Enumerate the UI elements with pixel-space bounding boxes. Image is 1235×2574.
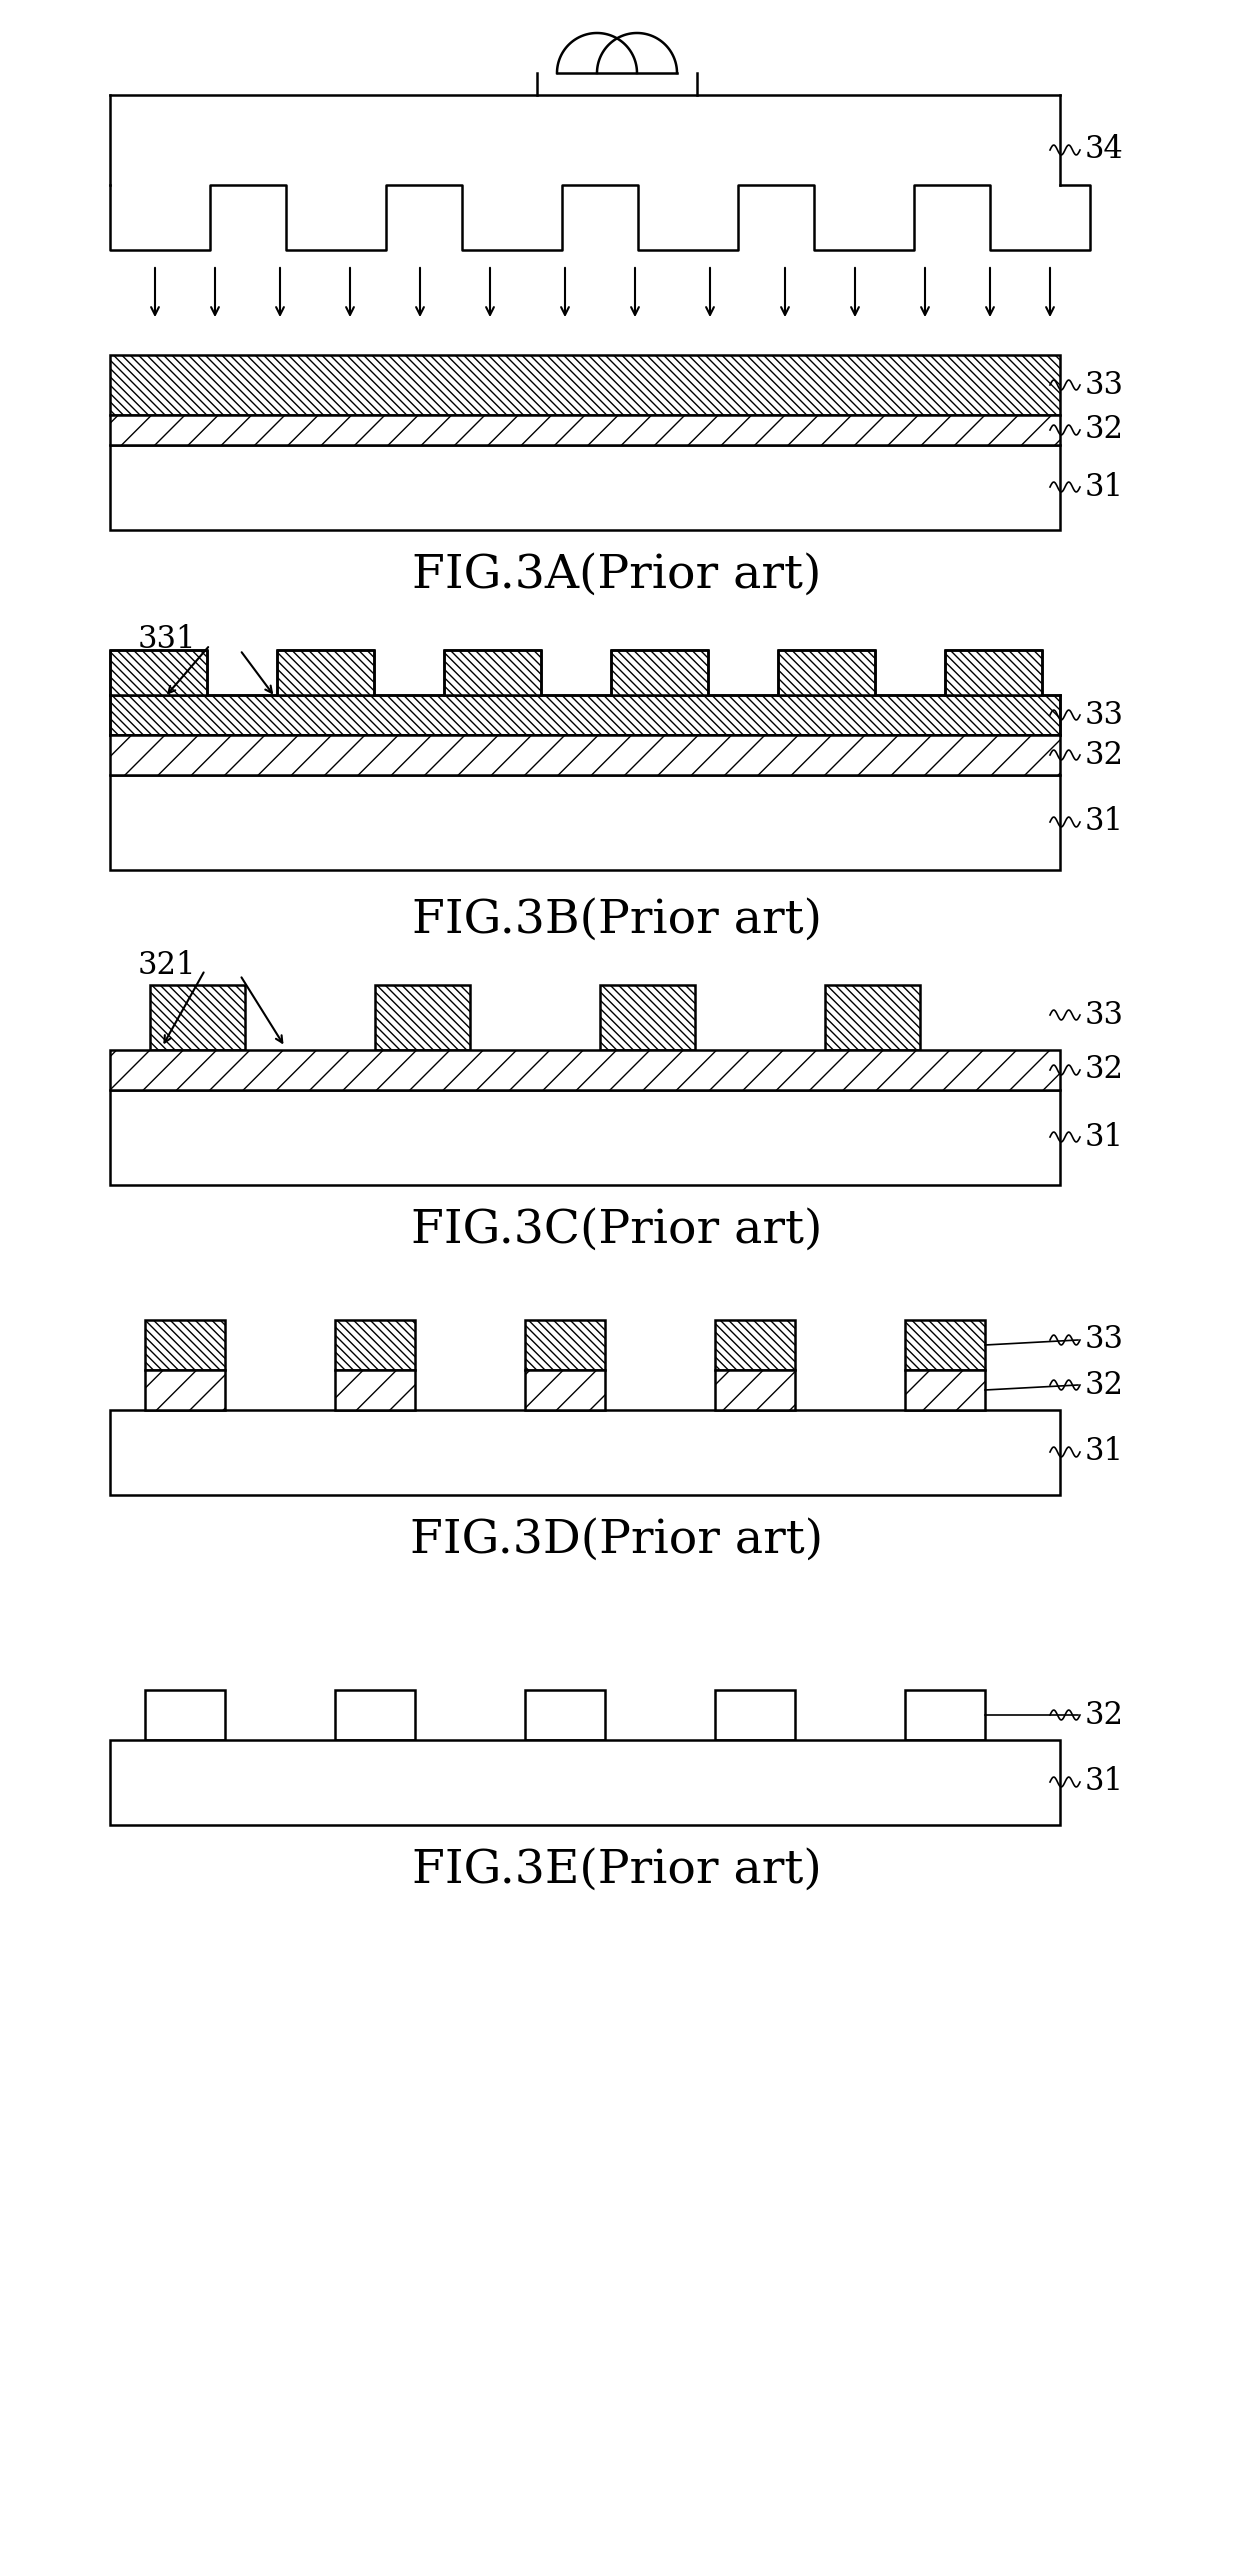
Bar [525, 1369, 605, 1411]
Bar [825, 986, 920, 1050]
Text: FIG.3C(Prior art): FIG.3C(Prior art) [411, 1207, 823, 1254]
Text: 32: 32 [1086, 1699, 1124, 1730]
Bar [110, 1740, 1060, 1825]
Bar [110, 414, 1060, 445]
Bar [525, 1320, 605, 1369]
Bar [110, 355, 1060, 414]
Bar [110, 445, 1060, 530]
Bar [375, 986, 471, 1050]
Text: 34: 34 [1086, 134, 1124, 165]
Text: FIG.3D(Prior art): FIG.3D(Prior art) [410, 1516, 824, 1562]
Bar [110, 695, 1060, 736]
Text: 31: 31 [1086, 806, 1124, 837]
Bar [110, 1089, 1060, 1184]
Text: FIG.3E(Prior art): FIG.3E(Prior art) [412, 1848, 821, 1892]
Text: 31: 31 [1086, 1436, 1124, 1467]
Text: 33: 33 [1086, 1326, 1124, 1356]
Bar [715, 1691, 795, 1740]
Bar [945, 651, 1042, 695]
Bar [277, 651, 374, 695]
Bar [611, 651, 708, 695]
Text: 31: 31 [1086, 471, 1124, 502]
Text: 32: 32 [1086, 414, 1124, 445]
Bar [445, 651, 541, 695]
Bar [715, 1320, 795, 1369]
Bar [110, 736, 1060, 775]
Bar [335, 1320, 415, 1369]
Bar [905, 1320, 986, 1369]
Text: 321: 321 [138, 950, 196, 981]
Text: 32: 32 [1086, 739, 1124, 770]
Bar [905, 1369, 986, 1411]
Text: 32: 32 [1086, 1369, 1124, 1400]
Text: 33: 33 [1086, 999, 1124, 1030]
Bar [110, 775, 1060, 870]
Text: 33: 33 [1086, 700, 1124, 731]
Bar [905, 1691, 986, 1740]
Text: FIG.3B(Prior art): FIG.3B(Prior art) [412, 898, 823, 942]
Bar [600, 986, 695, 1050]
Text: 31: 31 [1086, 1122, 1124, 1153]
Bar [335, 1691, 415, 1740]
Bar [778, 651, 876, 695]
Bar [144, 1369, 225, 1411]
Text: 33: 33 [1086, 371, 1124, 402]
Text: 331: 331 [138, 625, 196, 656]
Bar [149, 986, 245, 1050]
Text: 31: 31 [1086, 1766, 1124, 1797]
Text: 32: 32 [1086, 1055, 1124, 1086]
Polygon shape [110, 95, 1091, 250]
Text: FIG.3A(Prior art): FIG.3A(Prior art) [412, 553, 821, 597]
Bar [525, 1691, 605, 1740]
Bar [335, 1369, 415, 1411]
Bar [110, 651, 207, 695]
Bar [110, 1050, 1060, 1089]
Bar [110, 1411, 1060, 1495]
Bar [144, 1691, 225, 1740]
Bar [715, 1369, 795, 1411]
Bar [144, 1320, 225, 1369]
